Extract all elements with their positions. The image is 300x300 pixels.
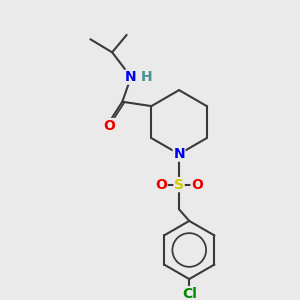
Text: Cl: Cl <box>182 286 197 300</box>
Text: O: O <box>155 178 167 192</box>
Text: N: N <box>173 147 185 161</box>
Text: O: O <box>103 118 115 133</box>
Text: N: N <box>125 70 137 84</box>
Text: S: S <box>174 178 184 192</box>
Text: O: O <box>191 178 203 192</box>
Text: H: H <box>141 70 153 84</box>
